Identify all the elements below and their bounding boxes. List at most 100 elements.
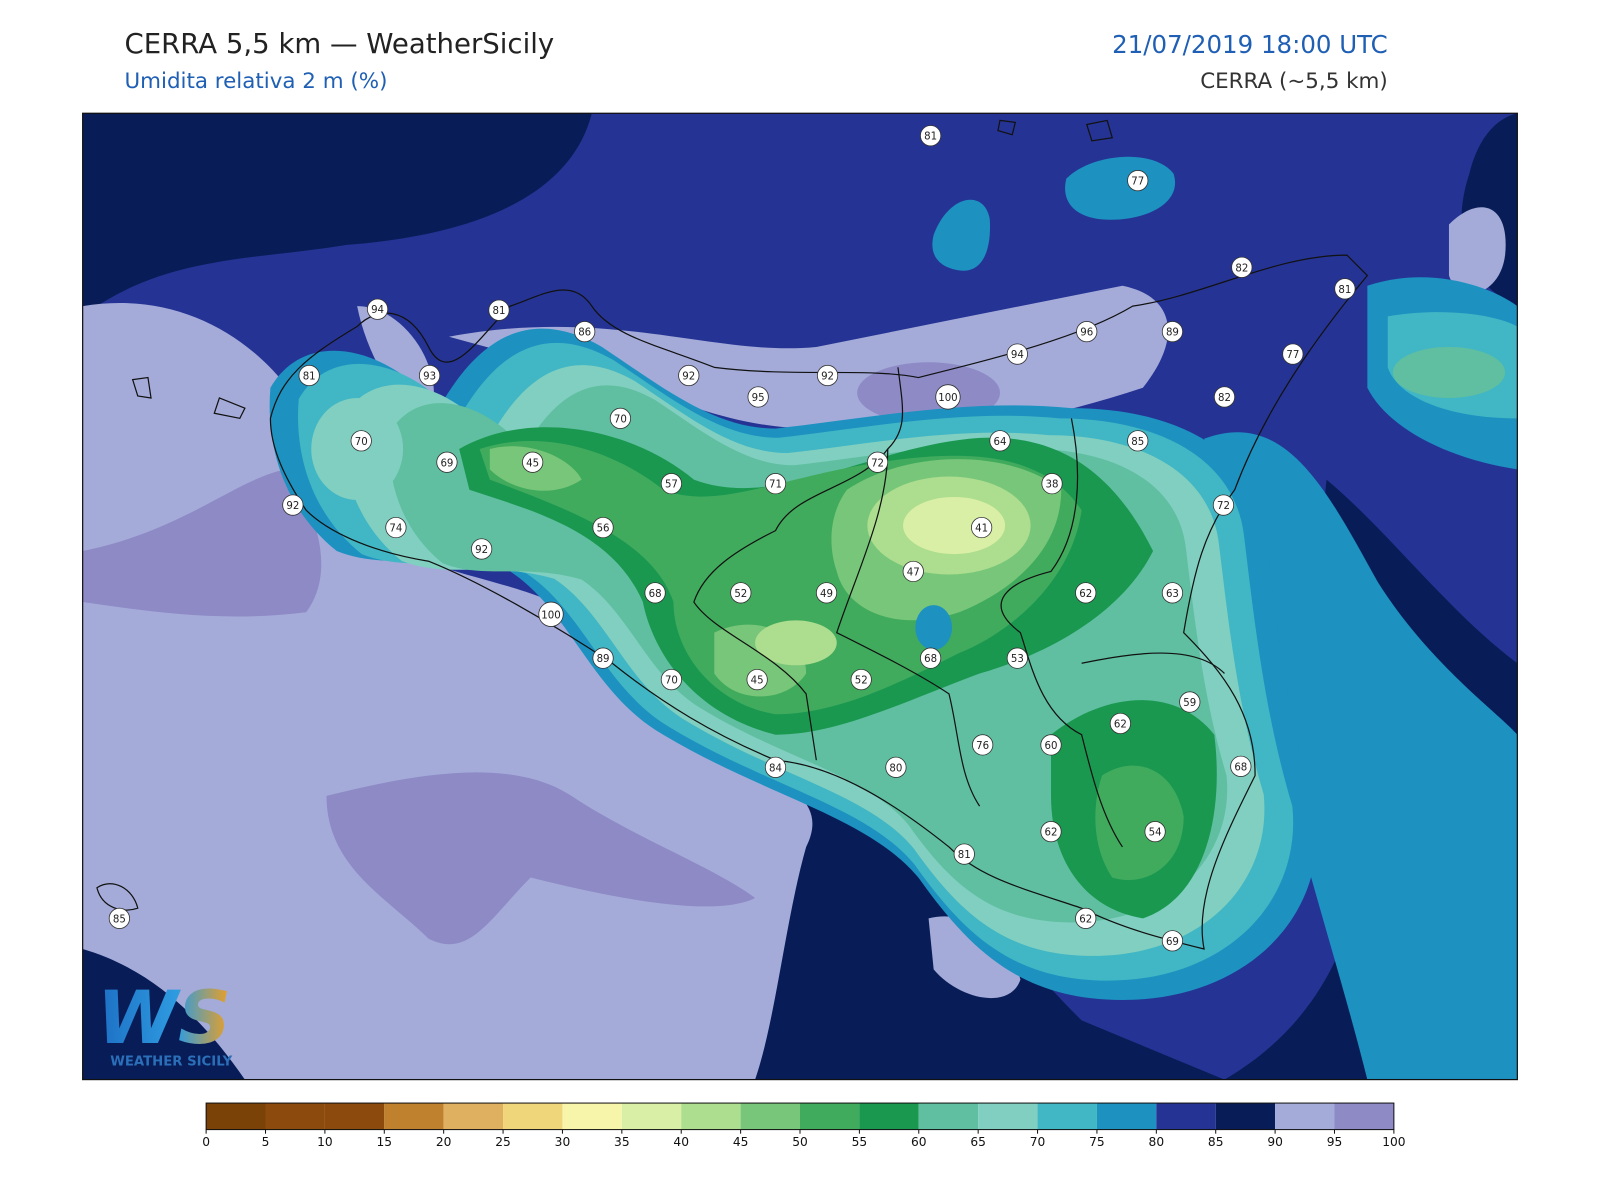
station-marker bbox=[885, 756, 907, 778]
station: 89 bbox=[592, 647, 614, 669]
station-marker bbox=[1040, 821, 1062, 843]
station-marker bbox=[764, 756, 787, 778]
station: 49 bbox=[815, 582, 838, 604]
station: 68 bbox=[1230, 755, 1252, 777]
station-value: 86 bbox=[578, 328, 591, 339]
map-frame bbox=[82, 112, 1518, 1081]
station-marker bbox=[816, 364, 839, 387]
station: 92 bbox=[471, 538, 493, 560]
colorbar-bin bbox=[206, 1103, 266, 1130]
station: 54 bbox=[1144, 821, 1166, 843]
station-value: 52 bbox=[734, 589, 747, 600]
colorbar-tick-label: 65 bbox=[970, 1135, 986, 1149]
colorbar-bin bbox=[324, 1103, 385, 1130]
station-value: 62 bbox=[1079, 589, 1092, 600]
station-marker bbox=[1230, 755, 1252, 777]
station: 81 bbox=[1334, 278, 1356, 300]
station: 77 bbox=[1127, 170, 1149, 192]
colorbar-bin bbox=[1275, 1103, 1335, 1130]
station-marker bbox=[1334, 278, 1356, 300]
station: 96 bbox=[1076, 321, 1098, 343]
station-value: 93 bbox=[423, 372, 436, 383]
station-value: 70 bbox=[665, 676, 678, 687]
station-value: 76 bbox=[976, 741, 989, 752]
colorbar-tick-label: 70 bbox=[1030, 1135, 1046, 1149]
station-value: 62 bbox=[1045, 828, 1058, 839]
colorbar-tick-label: 15 bbox=[376, 1135, 392, 1149]
station-marker bbox=[747, 386, 769, 408]
station-marker bbox=[1040, 734, 1062, 756]
station: 69 bbox=[436, 451, 458, 473]
contour-field: WS WEATHER SICILY 81 77 82 81 94 81 86 96 89 77 94… bbox=[82, 113, 1518, 1080]
colorbar-tick-label: 55 bbox=[852, 1135, 868, 1149]
title: CERRA 5,5 km — WeatherSicily bbox=[124, 28, 554, 60]
station-marker bbox=[436, 451, 458, 473]
station-marker bbox=[1161, 930, 1184, 952]
station-marker bbox=[678, 364, 700, 387]
station: 45 bbox=[746, 668, 768, 691]
station-value: 92 bbox=[821, 372, 834, 383]
stations: 81 77 82 81 94 81 86 96 89 77 94 81 93 92 92 100 95 82 70 7… bbox=[108, 125, 1356, 952]
station: 63 bbox=[1161, 582, 1184, 604]
station-value: 69 bbox=[440, 458, 453, 469]
station-marker bbox=[108, 907, 130, 929]
model-label: CERRA (~5,5 km) bbox=[1200, 69, 1388, 94]
station-value: 100 bbox=[541, 610, 560, 621]
station-marker bbox=[920, 125, 942, 147]
station-marker bbox=[730, 582, 752, 604]
station: 62 bbox=[1109, 712, 1132, 735]
station: 95 bbox=[747, 386, 769, 408]
station-marker bbox=[1212, 494, 1235, 516]
station-marker bbox=[1127, 430, 1149, 452]
colorbar-bin bbox=[265, 1103, 325, 1130]
colorbar-tick-label: 100 bbox=[1382, 1135, 1405, 1149]
colorbar-bin bbox=[978, 1103, 1038, 1130]
station: 81 bbox=[920, 125, 942, 147]
station: 81 bbox=[488, 299, 510, 321]
station-marker bbox=[350, 430, 372, 452]
station-marker bbox=[972, 734, 994, 756]
station: 92 bbox=[816, 364, 839, 387]
station-value: 74 bbox=[389, 524, 402, 535]
station-marker bbox=[609, 407, 632, 429]
colorbar-tick-label: 45 bbox=[733, 1135, 749, 1149]
station: 100 bbox=[935, 384, 961, 410]
station: 68 bbox=[920, 647, 942, 669]
logo: WS WEATHER SICILY bbox=[97, 976, 233, 1069]
station-marker bbox=[538, 601, 564, 627]
station-marker bbox=[1213, 386, 1236, 408]
station-value: 63 bbox=[1166, 589, 1179, 600]
station-value: 80 bbox=[889, 763, 902, 774]
station-marker bbox=[471, 538, 493, 560]
station-value: 68 bbox=[649, 589, 662, 600]
station-marker bbox=[418, 364, 441, 387]
colorbar-tick-label: 75 bbox=[1089, 1135, 1105, 1149]
colorbar-tick-label: 60 bbox=[911, 1135, 927, 1149]
station-marker bbox=[385, 516, 407, 539]
station-value: 54 bbox=[1149, 828, 1162, 839]
station: 64 bbox=[989, 430, 1011, 452]
colorbar-bin bbox=[1156, 1103, 1216, 1130]
station-marker bbox=[298, 364, 320, 387]
station: 80 bbox=[885, 756, 907, 778]
station-value: 70 bbox=[355, 437, 368, 448]
station: 70 bbox=[660, 668, 683, 691]
colorbar-tick-label: 5 bbox=[262, 1135, 270, 1149]
station: 92 bbox=[282, 494, 304, 516]
station-marker bbox=[522, 451, 544, 473]
logo-mark: WS bbox=[97, 976, 231, 1061]
station-value: 59 bbox=[1183, 698, 1196, 709]
station: 76 bbox=[972, 734, 994, 756]
station: 60 bbox=[1040, 734, 1062, 756]
station-value: 64 bbox=[994, 437, 1007, 448]
station-marker bbox=[1076, 321, 1098, 343]
station-value: 81 bbox=[924, 132, 937, 143]
station-marker bbox=[660, 473, 683, 495]
station-marker bbox=[644, 582, 666, 604]
station: 89 bbox=[1161, 321, 1184, 343]
station-value: 57 bbox=[665, 480, 678, 491]
station: 81 bbox=[298, 364, 320, 387]
colorbar-bin bbox=[740, 1103, 800, 1130]
station-marker bbox=[1144, 821, 1166, 843]
colorbar-tick-label: 95 bbox=[1327, 1135, 1343, 1149]
